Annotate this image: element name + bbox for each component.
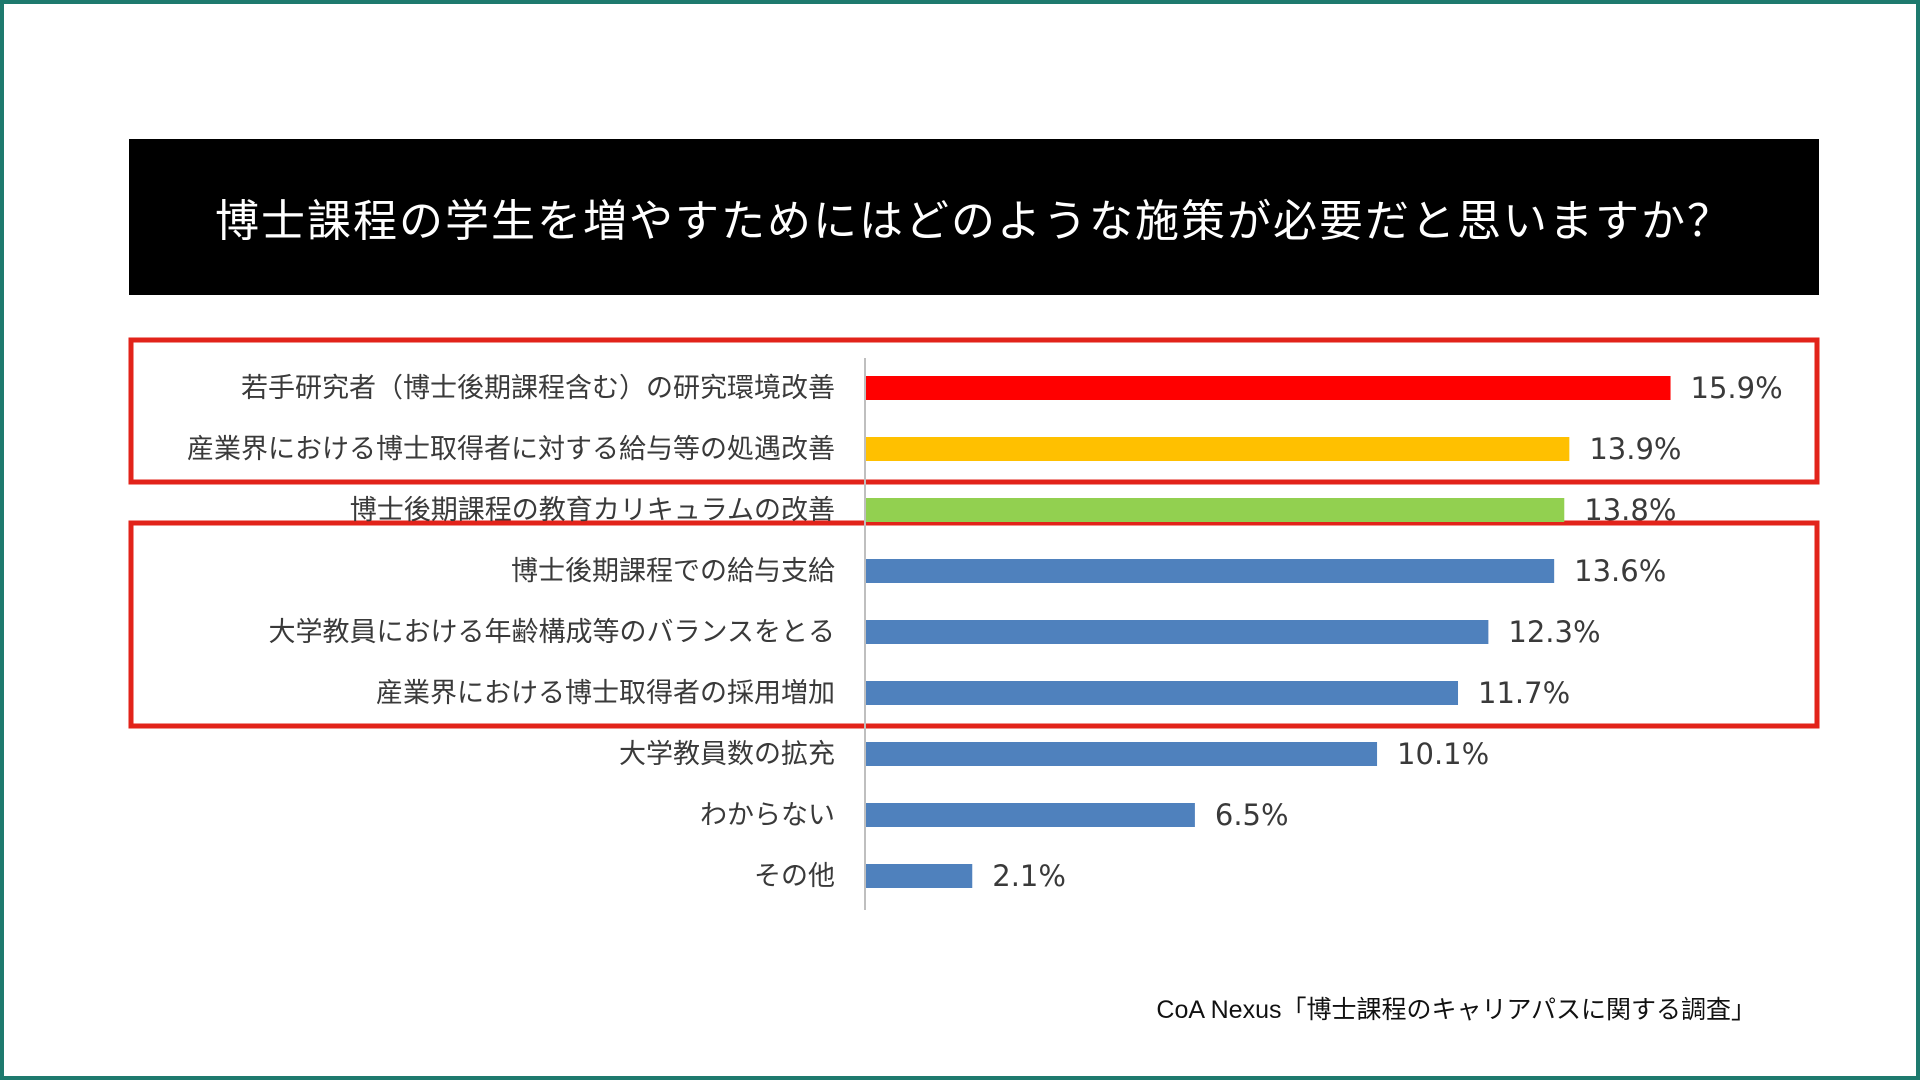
bar	[866, 498, 1565, 522]
category-label: 若手研究者（博士後期課程含む）の研究環境改善	[241, 373, 835, 404]
highlight-box-1	[128, 337, 1820, 485]
category-label: 大学教員数の拡充	[619, 739, 835, 770]
category-label: 産業界における博士取得者の採用増加	[376, 678, 835, 709]
bar	[866, 376, 1671, 400]
value-label: 13.9%	[1589, 432, 1681, 466]
value-label: 13.8%	[1584, 493, 1676, 527]
value-label: 6.5%	[1215, 798, 1289, 832]
bar	[866, 437, 1570, 461]
source-caption: CoA Nexus「博士課程のキャリアパスに関する調査」	[1156, 996, 1756, 1024]
category-label: 博士後期課程での給与支給	[511, 556, 835, 587]
category-label: わからない	[700, 800, 835, 831]
category-label: 産業界における博士取得者に対する給与等の処遇改善	[187, 434, 835, 465]
bar	[866, 620, 1489, 644]
bar	[866, 864, 973, 888]
bar	[866, 803, 1195, 827]
category-label: 大学教員における年齢構成等のバランスをとる	[269, 617, 835, 648]
chart-title: 博士課程の学生を増やすためにはどのような施策が必要だと思いますか？	[129, 139, 1819, 295]
value-label: 11.7%	[1478, 676, 1570, 710]
bar	[866, 681, 1459, 705]
bar	[866, 559, 1555, 583]
value-label: 13.6%	[1574, 554, 1666, 588]
value-label: 2.1%	[992, 859, 1066, 893]
highlight-box-2	[128, 520, 1820, 729]
value-label: 12.3%	[1508, 615, 1600, 649]
value-label: 10.1%	[1397, 737, 1489, 771]
category-label: 博士後期課程の教育カリキュラムの改善	[350, 495, 835, 526]
category-label: その他	[754, 861, 835, 892]
value-label: 15.9%	[1691, 371, 1783, 405]
bar	[866, 742, 1378, 766]
